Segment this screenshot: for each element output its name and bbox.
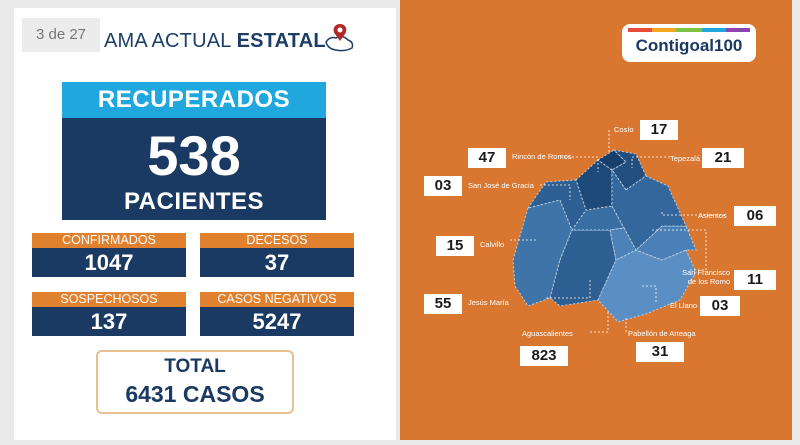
aguascalientes-count: 823 (520, 346, 568, 366)
page-title-regular: AMA ACTUAL (104, 30, 237, 52)
el-llano-count: 03 (700, 296, 740, 316)
logo-text: Contigoal100 (635, 36, 743, 55)
deaths-card: DECESOS 37 (200, 233, 354, 277)
calvillo-label: Calvillo (480, 240, 505, 249)
cosio-count: 17 (640, 120, 678, 140)
aguascalientes-label: Aguascalientes (522, 329, 573, 338)
deaths-value: 37 (200, 248, 354, 277)
page-title: AMA ACTUAL ESTATAL (104, 30, 326, 53)
region-tepezala (611, 149, 647, 191)
negative-card: CASOS NEGATIVOS 5247 (200, 292, 354, 336)
aguascalientes-map (510, 130, 725, 333)
deaths-label: DECESOS (200, 233, 354, 248)
jesus-maria-label: Jesús María (468, 298, 509, 307)
confirmed-label: CONFIRMADOS (32, 233, 186, 248)
recovered-label: RECUPERADOS (62, 82, 326, 118)
region-asientos (611, 168, 687, 251)
total-card: TOTAL 6431 CASOS (96, 350, 294, 414)
recovered-value: 538 (147, 124, 241, 187)
rincon-de-romos-count: 47 (468, 148, 506, 168)
total-value: 6431 CASOS (125, 381, 265, 407)
pabellon-count: 31 (636, 342, 684, 362)
logo-color-bar (628, 28, 750, 32)
leader-lines (510, 130, 725, 333)
region-san-francisco (609, 227, 637, 261)
contigo-logo: Contigoal100 (622, 24, 756, 62)
suspected-card: SOSPECHOSOS 137 (32, 292, 186, 336)
recovered-card: 538 PACIENTES (62, 118, 326, 220)
total-label: TOTAL (164, 356, 226, 377)
region-pabellon (571, 205, 625, 231)
asientos-label: Asientos (698, 211, 727, 220)
confirmed-value: 1047 (32, 248, 186, 277)
rincon-de-romos-label: Rincón de Romos (512, 152, 572, 161)
el-llano-label: El Llano (670, 301, 698, 310)
region-jesus-maria (549, 229, 617, 307)
cosio-label: Cosío (614, 125, 634, 134)
state-map-pin-icon (325, 24, 354, 52)
san-jose-de-gracia-count: 03 (424, 176, 462, 196)
suspected-value: 137 (32, 307, 186, 336)
asientos-count: 06 (734, 206, 776, 226)
san-francisco-count: 11 (734, 270, 776, 290)
slide-counter: 3 de 27 (22, 18, 100, 52)
negative-label: CASOS NEGATIVOS (200, 292, 354, 307)
negative-value: 5247 (200, 307, 354, 336)
san-francisco-label: San Francisco de los Romo (682, 268, 730, 286)
recovered-unit: PACIENTES (123, 188, 265, 215)
confirmed-card: CONFIRMADOS 1047 (32, 233, 186, 277)
jesus-maria-count: 55 (424, 294, 462, 314)
tepezala-label: Tepezalá (670, 154, 701, 163)
tepezala-count: 21 (702, 148, 744, 168)
san-jose-de-gracia-label: San José de Gracia (468, 181, 534, 190)
suspected-label: SOSPECHOSOS (32, 292, 186, 307)
region-el-llano (635, 225, 697, 261)
page-title-bold: ESTATAL (236, 30, 326, 52)
pabellon-label: Pabellón de Arteaga (628, 329, 696, 338)
calvillo-count: 15 (436, 236, 474, 256)
